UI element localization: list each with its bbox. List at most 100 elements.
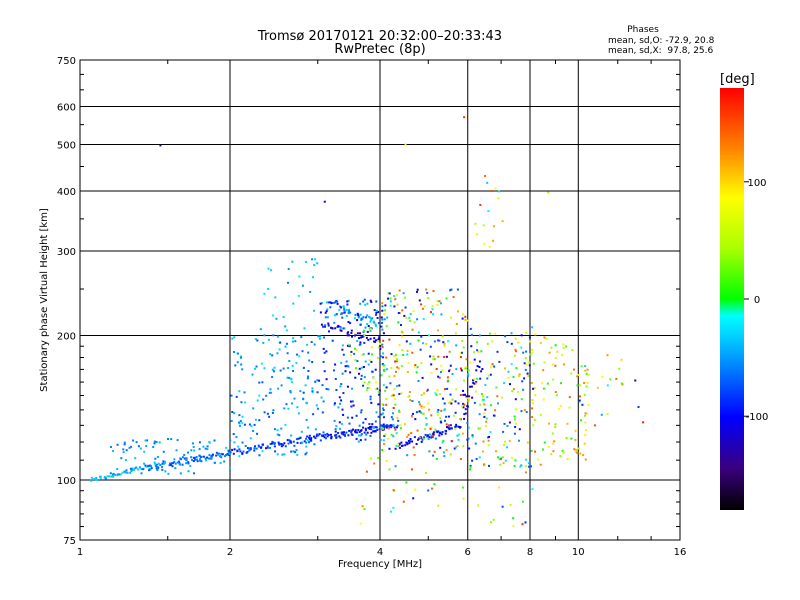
data-point <box>578 395 581 398</box>
data-point <box>382 409 385 411</box>
data-point <box>282 444 285 447</box>
data-point <box>338 435 341 438</box>
data-point <box>444 388 447 391</box>
data-point <box>523 362 526 365</box>
data-point <box>320 302 323 304</box>
data-point <box>443 455 446 458</box>
data-point <box>124 471 127 474</box>
data-point <box>329 306 332 309</box>
data-point <box>346 344 349 347</box>
data-point <box>382 332 385 335</box>
data-point <box>170 462 173 465</box>
data-point <box>283 453 286 456</box>
data-point <box>344 370 347 373</box>
data-point <box>365 316 367 319</box>
data-point <box>463 417 466 420</box>
data-point <box>281 453 284 456</box>
data-point <box>514 348 517 351</box>
data-point <box>374 368 377 371</box>
data-point <box>442 439 445 442</box>
data-point <box>320 323 323 326</box>
data-point <box>497 197 500 200</box>
data-point <box>436 300 439 303</box>
data-point <box>467 426 470 429</box>
data-point <box>388 424 391 427</box>
data-point <box>382 423 385 426</box>
data-point <box>227 449 230 452</box>
data-point <box>365 433 368 436</box>
data-point <box>324 311 327 314</box>
data-point <box>298 275 301 278</box>
data-point <box>219 462 222 464</box>
data-point <box>306 343 309 346</box>
data-point <box>377 311 380 313</box>
data-point <box>233 351 235 353</box>
data-point <box>336 325 339 328</box>
data-point <box>351 416 354 419</box>
data-point <box>322 325 324 328</box>
data-point <box>508 421 511 424</box>
data-point <box>181 456 184 459</box>
data-point <box>407 439 410 442</box>
data-point <box>550 453 553 456</box>
data-point <box>449 289 452 292</box>
data-point <box>190 456 193 459</box>
data-point <box>173 458 176 461</box>
data-point <box>254 367 256 370</box>
data-point <box>380 325 383 328</box>
data-point <box>556 350 559 353</box>
data-point <box>187 461 190 464</box>
data-point <box>349 322 352 325</box>
data-point <box>271 368 274 371</box>
data-point <box>346 300 349 303</box>
data-point <box>227 450 230 453</box>
data-point <box>327 388 330 391</box>
data-point <box>267 338 270 341</box>
data-point <box>363 341 366 344</box>
data-point <box>530 381 533 384</box>
data-point <box>315 435 318 438</box>
data-point <box>485 417 488 420</box>
data-point <box>394 397 396 400</box>
data-point <box>461 317 464 320</box>
data-point <box>302 397 305 400</box>
data-point <box>311 390 314 393</box>
data-point <box>269 388 272 391</box>
data-point <box>213 461 216 464</box>
data-point <box>502 462 505 465</box>
data-point <box>386 316 389 319</box>
data-point <box>159 144 162 147</box>
data-point <box>594 424 596 427</box>
data-point <box>345 314 348 317</box>
data-point <box>288 360 291 362</box>
data-point <box>454 425 457 428</box>
data-point <box>461 405 463 408</box>
data-point <box>272 314 275 317</box>
data-point <box>496 350 499 353</box>
data-point <box>314 380 317 383</box>
data-point <box>360 366 363 369</box>
data-point <box>401 331 404 334</box>
data-point <box>506 424 509 427</box>
data-point <box>464 408 467 411</box>
data-point <box>322 434 325 437</box>
data-point <box>261 362 264 365</box>
data-point <box>190 449 193 452</box>
data-point <box>180 458 183 461</box>
data-point <box>586 368 589 371</box>
data-point <box>425 342 428 345</box>
data-point <box>244 445 247 447</box>
data-point <box>395 444 398 447</box>
data-point <box>561 354 564 357</box>
data-point <box>411 400 414 402</box>
y-tick-label: 600 <box>57 103 76 114</box>
data-point <box>531 348 534 351</box>
data-point <box>486 396 489 399</box>
data-point <box>390 433 393 436</box>
data-point <box>395 370 397 373</box>
data-point <box>395 432 398 435</box>
data-point <box>466 397 469 400</box>
data-point <box>463 379 465 382</box>
data-point <box>482 450 484 453</box>
